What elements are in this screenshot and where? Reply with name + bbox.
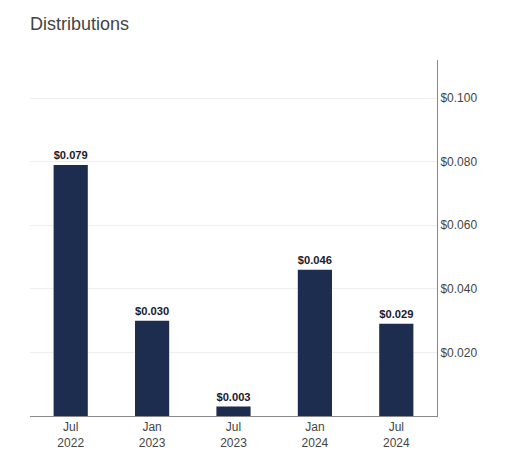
svg-text:$0.040: $0.040 xyxy=(440,282,477,296)
svg-text:$0.030: $0.030 xyxy=(135,305,169,317)
svg-text:$0.020: $0.020 xyxy=(440,346,477,360)
svg-text:$0.003: $0.003 xyxy=(216,391,250,403)
svg-text:Jan2024: Jan2024 xyxy=(302,420,329,450)
svg-text:$0.100: $0.100 xyxy=(440,91,477,105)
svg-text:Jul2024: Jul2024 xyxy=(383,420,410,450)
svg-text:$0.079: $0.079 xyxy=(54,149,88,161)
svg-text:$0.046: $0.046 xyxy=(298,254,332,266)
svg-text:Jul2023: Jul2023 xyxy=(220,420,247,450)
svg-text:$0.060: $0.060 xyxy=(440,218,477,232)
svg-text:Jul2022: Jul2022 xyxy=(57,420,84,450)
svg-text:$0.080: $0.080 xyxy=(440,155,477,169)
svg-text:$0.029: $0.029 xyxy=(379,308,413,320)
svg-text:Distributions: Distributions xyxy=(30,14,129,34)
svg-text:Jan2023: Jan2023 xyxy=(139,420,166,450)
